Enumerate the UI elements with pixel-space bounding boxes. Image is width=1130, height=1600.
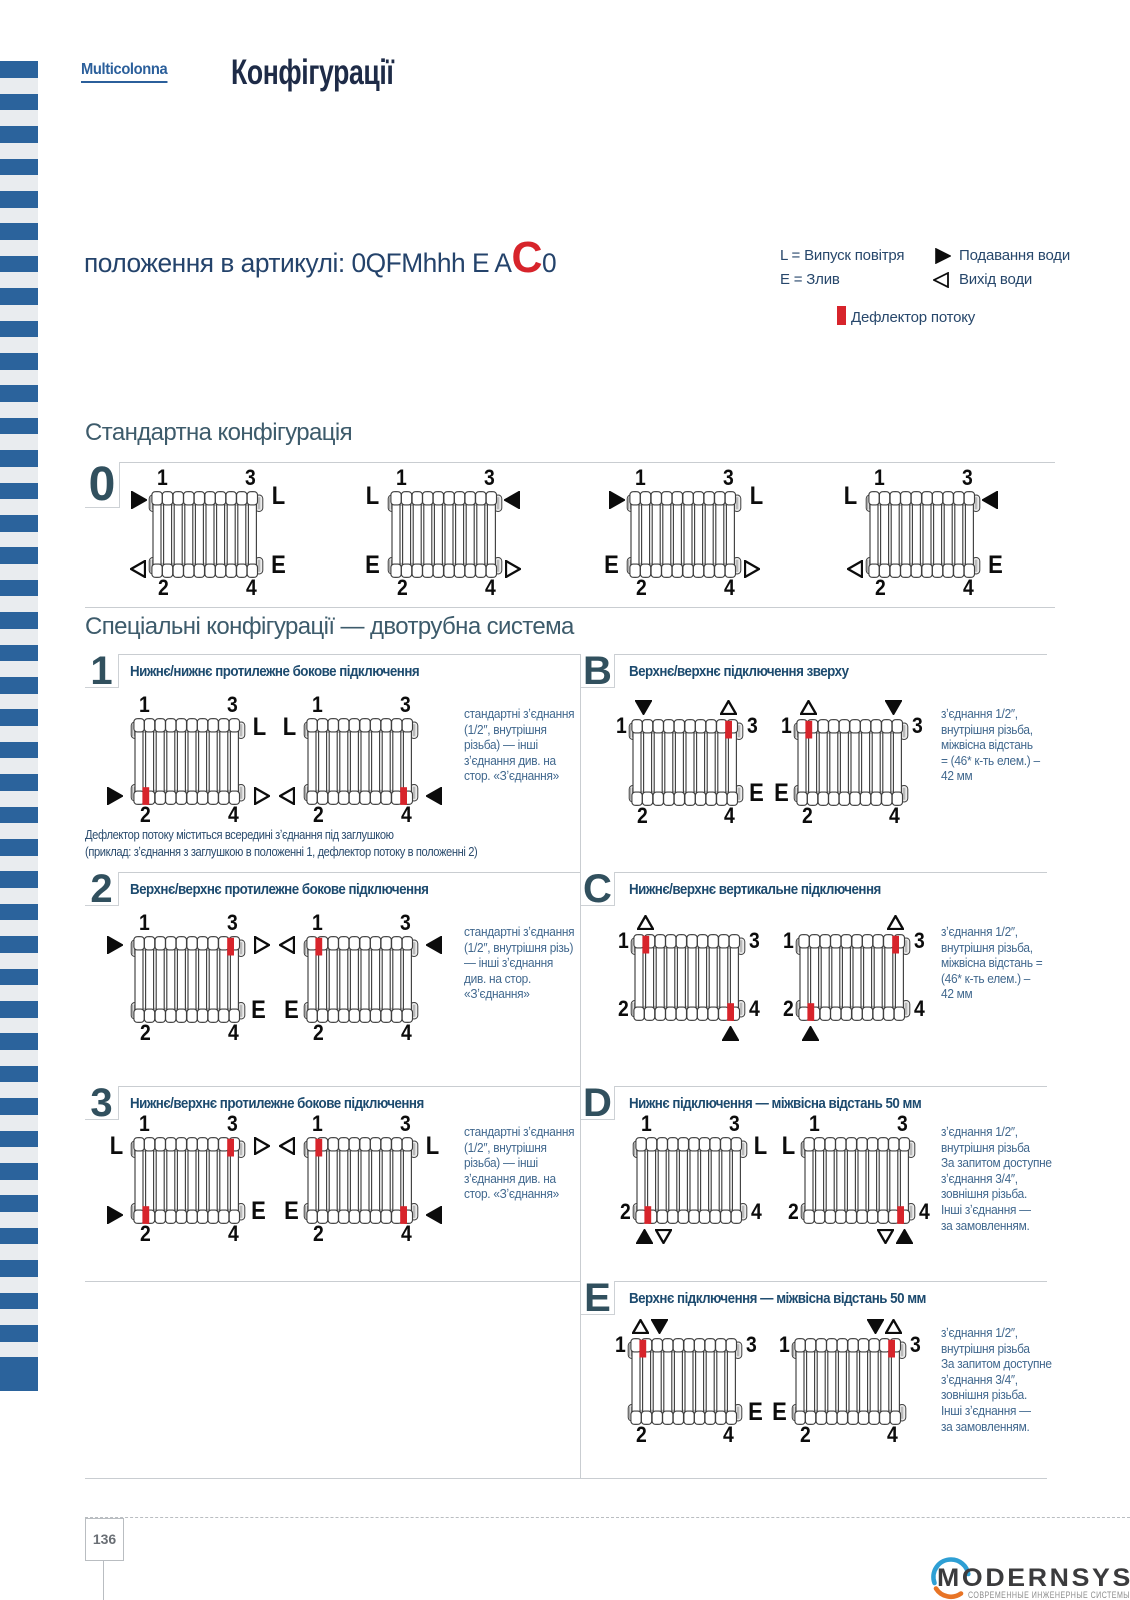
- svg-text:MODERNSYS: MODERNSYS: [937, 1564, 1130, 1592]
- svg-text:СОВРЕМЕННЫЕ ИНЖЕНЕРНЫЕ СИСТЕМЫ: СОВРЕМЕННЫЕ ИНЖЕНЕРНЫЕ СИСТЕМЫ: [968, 1590, 1130, 1600]
